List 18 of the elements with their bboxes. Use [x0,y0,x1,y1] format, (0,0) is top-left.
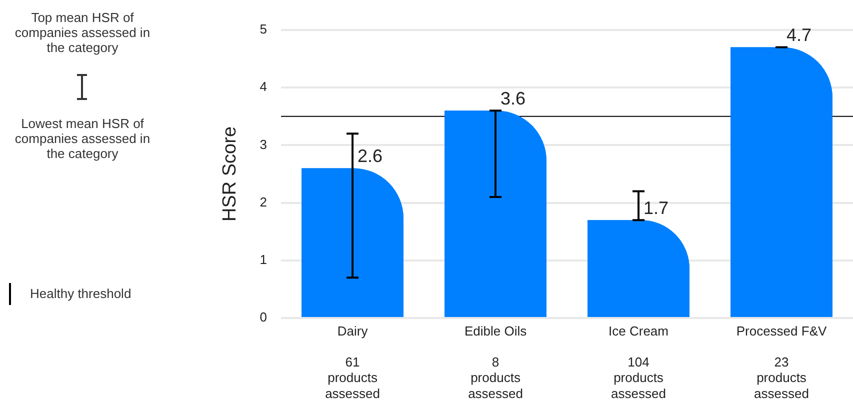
data-label: 4.7 [786,25,812,46]
y-axis-title: HSR Score [220,126,241,222]
text: Top mean HSR of companies assessed in the category [14,10,152,55]
data-label: 1.7 [644,198,669,218]
category-label: Dairy 61 products assessed [325,323,380,401]
category-label: Processed F&V 23 products assessed [736,323,827,401]
text: Lowest mean HSR of companies assessed in the category [14,116,152,161]
category-label: Edible Oils 8 products assessed [464,323,527,401]
category-label: Ice Cream 104 products assessed [608,323,668,401]
y-tick-label: 0 [260,310,268,325]
y-tick-label: 5 [260,22,268,37]
data-label: 2.6 [358,146,383,166]
y-tick-label: 3 [260,136,268,152]
y-tick-label: 4 [260,79,268,94]
y-tick-label: 1 [260,252,268,267]
data-label: 3.6 [500,88,526,109]
y-tick-label: 2 [260,194,268,210]
legend-label: Healthy threshold [30,286,132,301]
